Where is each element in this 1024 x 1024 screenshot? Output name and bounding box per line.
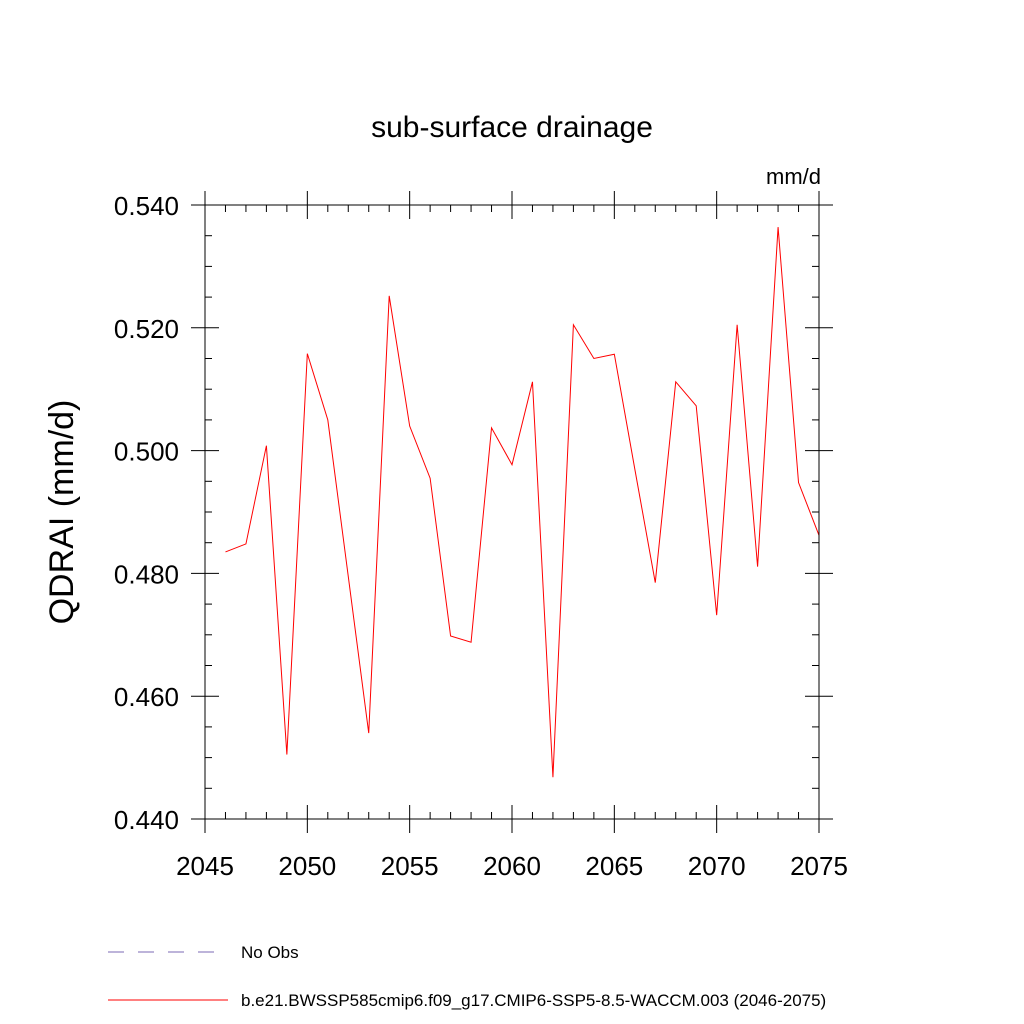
x-tick-label: 2070 (688, 851, 746, 881)
x-tick-label: 2075 (790, 851, 848, 881)
legend-label-1: b.e21.BWSSP585cmip6.f09_g17.CMIP6-SSP5-8… (241, 991, 826, 1010)
y-tick-label: 0.460 (114, 682, 179, 712)
units-label: mm/d (766, 164, 821, 189)
series-group (225, 227, 820, 778)
x-tick-label: 2045 (176, 851, 234, 881)
series-line-0 (225, 227, 820, 778)
y-axis-label: QDRAI (mm/d) (43, 400, 81, 625)
legend-label-0: No Obs (241, 943, 299, 962)
x-tick-label: 2050 (278, 851, 336, 881)
x-tick-label: 2055 (381, 851, 439, 881)
plot-frame (204, 204, 820, 820)
y-tick-label: 0.500 (114, 437, 179, 467)
y-tick-label: 0.440 (114, 805, 179, 835)
x-tick-label: 2060 (483, 851, 541, 881)
x-tick-label: 2065 (585, 851, 643, 881)
chart-title: sub-surface drainage (371, 111, 653, 144)
y-tick-label: 0.520 (114, 314, 179, 344)
y-tick-label: 0.480 (114, 559, 179, 589)
legend: No Obs b.e21.BWSSP585cmip6.f09_g17.CMIP6-… (108, 943, 826, 1010)
axis-ticks: 2045 2050 2055 2060 2065 2070 2075 0.440 0.460 0.… (114, 191, 848, 881)
y-tick-label: 0.540 (114, 191, 179, 221)
